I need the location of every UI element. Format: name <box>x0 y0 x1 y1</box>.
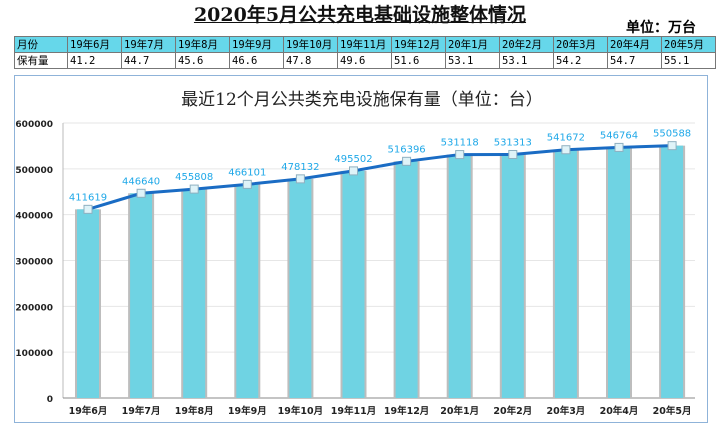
line-point <box>83 204 93 214</box>
x-tick-label: 20年2月 <box>493 405 532 417</box>
line-point <box>508 149 518 159</box>
line-point <box>402 156 412 166</box>
bar <box>501 154 524 398</box>
cell-value: 54.2 <box>553 52 608 69</box>
x-tick-label: 19年7月 <box>122 405 161 417</box>
x-tick-label: 19年11月 <box>331 405 376 417</box>
bar-line-chart: 最近12个月公共类充电设施保有量（单位：台） 0 100000 200000 30000… <box>15 90 695 417</box>
bar <box>661 145 684 398</box>
data-label: 516396 <box>388 144 426 155</box>
bar <box>608 147 630 398</box>
series-line <box>87 144 673 211</box>
y-tick-label: 200000 <box>15 303 53 313</box>
header-month: 20年2月 <box>499 36 554 53</box>
y-tick-label: 500000 <box>15 166 53 176</box>
cell-value: 41.2 <box>67 52 122 69</box>
cell-value: 44.7 <box>121 52 176 69</box>
bar <box>289 178 312 398</box>
chart-title: 最近12个月公共类充电设施保有量（单位：台） <box>181 90 543 110</box>
cell-value: 45.6 <box>175 52 230 69</box>
header-label: 月份 <box>14 36 68 53</box>
row-label: 保有量 <box>14 52 68 69</box>
table-header-row: 月份 19年6月 19年7月 19年8月 19年9月 19年10月 19年11月 19年12月… <box>14 36 716 53</box>
line-point <box>667 141 677 151</box>
cell-value: 55.1 <box>661 52 716 69</box>
header-month: 19年6月 <box>67 36 122 53</box>
x-tick-label: 19年8月 <box>175 405 214 417</box>
line-point <box>295 174 305 184</box>
header-month: 19年9月 <box>229 36 284 53</box>
unit-label: 单位：万台 <box>626 20 696 36</box>
data-label: 455808 <box>175 172 213 183</box>
line-point <box>349 166 358 176</box>
bar <box>448 154 471 398</box>
data-label: 446640 <box>122 176 160 187</box>
x-tick-label: 20年3月 <box>546 405 585 417</box>
header-month: 20年3月 <box>553 36 608 53</box>
cell-value: 51.6 <box>391 52 446 69</box>
x-tick-label: 19年12月 <box>384 405 429 417</box>
x-tick-label: 20年5月 <box>653 405 692 417</box>
bar <box>342 170 365 398</box>
cell-value: 53.1 <box>499 52 554 69</box>
cell-value: 49.6 <box>337 52 392 69</box>
bar <box>183 189 206 398</box>
header-month: 20年5月 <box>661 36 716 53</box>
cell-value: 54.7 <box>607 52 662 69</box>
data-label: 541672 <box>547 133 585 144</box>
data-label: 531313 <box>494 137 532 148</box>
data-label: 531118 <box>441 138 479 149</box>
x-tick-label: 20年1月 <box>440 405 479 417</box>
header-month: 19年10月 <box>283 36 338 53</box>
line-point <box>561 145 571 155</box>
bar <box>77 209 99 398</box>
data-label: 478132 <box>281 162 319 173</box>
header-month: 19年7月 <box>121 36 176 53</box>
line-point <box>136 188 146 198</box>
x-tick-label: 19年6月 <box>69 405 108 417</box>
summary-table: 月份 19年6月 19年7月 19年8月 19年9月 19年10月 19年11月 19年12月… <box>14 36 716 69</box>
page-title: 2020年5月公共充电基础设施整体情况 <box>193 4 527 26</box>
data-label: 411619 <box>69 192 107 203</box>
header-month: 20年4月 <box>607 36 662 53</box>
cell-value: 53.1 <box>445 52 500 69</box>
header-month: 20年1月 <box>445 36 500 53</box>
line-point <box>614 142 624 152</box>
header-month: 19年8月 <box>175 36 230 53</box>
line-point <box>242 179 252 189</box>
y-tick-label: 300000 <box>15 258 53 268</box>
x-tick-label: 19年10月 <box>278 405 323 417</box>
data-label: 466101 <box>228 167 266 178</box>
bar <box>395 161 418 398</box>
y-tick-label: 600000 <box>15 120 53 130</box>
header-month: 19年12月 <box>391 36 446 53</box>
chart-container: 最近12个月公共类充电设施保有量（单位：台） 0 100000 200000 30000… <box>14 75 708 423</box>
bar <box>554 149 577 398</box>
line-point <box>189 184 199 194</box>
x-tick-label: 20年4月 <box>600 405 639 417</box>
line-point <box>455 150 465 160</box>
y-tick-label: 400000 <box>15 212 53 222</box>
bar <box>130 193 153 398</box>
data-label: 495502 <box>334 154 372 165</box>
data-label: 550588 <box>653 129 691 140</box>
table-row: 保有量 41.2 44.7 45.6 46.6 47.8 49.6 51.6 53.1 53.1 5… <box>14 52 716 69</box>
bar <box>236 184 259 398</box>
x-tick-label: 19年9月 <box>228 405 267 417</box>
y-tick-label: 100000 <box>15 349 53 359</box>
header-month: 19年11月 <box>337 36 392 53</box>
cell-value: 47.8 <box>283 52 338 69</box>
cell-value: 46.6 <box>229 52 284 69</box>
y-tick-label: 0 <box>47 395 53 405</box>
data-label: 546764 <box>600 130 638 141</box>
